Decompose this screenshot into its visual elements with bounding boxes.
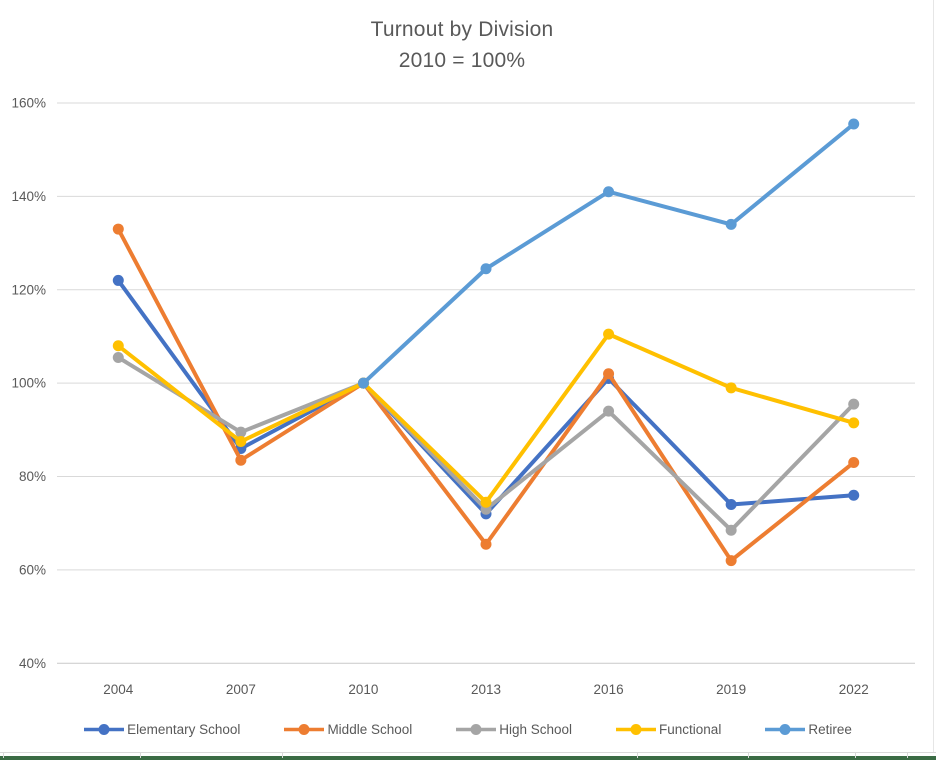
legend-label-functional: Functional — [659, 721, 722, 737]
chart-title-line2: 2010 = 100% — [398, 49, 526, 72]
x-tick-label-2010: 2010 — [348, 682, 378, 697]
data-point-retiree-2016[interactable] — [603, 186, 615, 198]
series-line-retiree[interactable] — [361, 122, 856, 386]
chart-legend[interactable]: Elementary School Middle School High Schoo… — [0, 713, 936, 745]
legend-label-middle-school: Middle School — [327, 721, 413, 737]
x-tick-label-2019: 2019 — [716, 682, 746, 697]
legend-item-retiree[interactable]: Retiree — [765, 722, 852, 737]
series-high-school[interactable] — [112, 351, 860, 536]
legend-marker-dot — [630, 723, 642, 735]
data-point-middle-school-2016[interactable] — [603, 368, 615, 380]
series-line-elementary-school[interactable] — [116, 278, 856, 516]
sheet-cell-separator — [907, 752, 908, 758]
data-point-high-school-2004[interactable] — [112, 351, 124, 363]
legend-label-high-school: High School — [499, 721, 573, 737]
legend-marker-dot — [298, 723, 310, 735]
legend-marker-elementary-school — [84, 723, 125, 735]
sheet-gridline-vertical — [933, 0, 934, 752]
data-point-middle-school-2019[interactable] — [725, 555, 737, 567]
legend-item-middle-school[interactable]: Middle School — [284, 722, 412, 737]
data-point-high-school-2016[interactable] — [603, 405, 615, 417]
legend-marker-dot — [779, 723, 791, 735]
data-point-retiree-2019[interactable] — [725, 218, 737, 230]
legend-marker-middle-school — [284, 723, 325, 735]
gridlines — [57, 102, 915, 664]
x-axis-tick-labels: 2004 2007 2010 2013 2016 2019 2022 — [103, 682, 868, 697]
legend-item-elementary-school[interactable]: Elementary School — [84, 722, 240, 737]
data-point-functional-2004[interactable] — [112, 340, 124, 352]
y-tick-label-40%: 40% — [19, 656, 46, 671]
data-point-functional-2019[interactable] — [725, 382, 737, 394]
x-tick-label-2004: 2004 — [103, 682, 134, 697]
y-tick-label-160%: 160% — [11, 96, 46, 111]
sheet-cell-separator — [637, 752, 638, 758]
data-point-elementary-school-2022[interactable] — [848, 489, 860, 501]
y-tick-label-140%: 140% — [11, 189, 46, 204]
data-point-retiree-2010[interactable] — [357, 377, 369, 389]
data-point-middle-school-2022[interactable] — [848, 457, 860, 469]
y-tick-label-80%: 80% — [19, 469, 46, 484]
y-tick-label-120%: 120% — [11, 282, 46, 297]
data-point-elementary-school-2019[interactable] — [725, 499, 737, 511]
x-tick-label-2007: 2007 — [226, 682, 256, 697]
data-point-retiree-2013[interactable] — [480, 263, 492, 275]
x-tick-label-2022: 2022 — [839, 682, 869, 697]
sheet-gridline-horizontal — [0, 752, 936, 753]
series-functional[interactable] — [112, 328, 860, 508]
data-point-high-school-2019[interactable] — [725, 524, 737, 536]
y-axis-tick-labels: 40% 60% 80% 100% 120% 140% 160% — [11, 96, 46, 671]
x-tick-label-2016: 2016 — [594, 682, 624, 697]
legend-label-elementary-school: Elementary School — [127, 721, 241, 737]
x-tick-label-2013: 2013 — [471, 682, 501, 697]
legend-marker-retiree — [765, 723, 806, 735]
data-point-retiree-2022[interactable] — [848, 118, 860, 130]
legend-marker-functional — [616, 723, 657, 735]
sheet-cell-separator — [140, 752, 141, 758]
y-tick-label-100%: 100% — [11, 376, 46, 391]
legend-item-high-school[interactable]: High School — [456, 722, 572, 737]
legend-label-retiree: Retiree — [808, 721, 852, 737]
chart-title[interactable]: Turnout by Division 2010 = 100% — [0, 14, 924, 76]
data-point-functional-2022[interactable] — [848, 417, 860, 429]
sheet-green-row[interactable] — [0, 756, 936, 760]
data-point-middle-school-2013[interactable] — [480, 538, 492, 550]
data-point-functional-2016[interactable] — [603, 328, 615, 340]
data-point-middle-school-2007[interactable] — [235, 454, 247, 466]
series-retiree[interactable] — [357, 118, 860, 389]
sheet-cell-separator — [3, 752, 4, 758]
sheet-cell-separator — [855, 752, 856, 758]
y-tick-label-60%: 60% — [19, 562, 46, 577]
data-point-high-school-2022[interactable] — [848, 398, 860, 410]
data-point-elementary-school-2004[interactable] — [112, 274, 124, 286]
data-point-high-school-2007[interactable] — [235, 426, 247, 438]
data-point-middle-school-2004[interactable] — [112, 223, 124, 235]
sheet-cell-separator — [282, 752, 283, 758]
data-point-functional-2013[interactable] — [480, 496, 492, 508]
legend-marker-dot — [470, 723, 482, 735]
series-elementary-school[interactable] — [112, 274, 860, 520]
chart-title-line1: Turnout by Division — [370, 18, 554, 41]
legend-marker-high-school — [456, 723, 497, 735]
legend-marker-dot — [98, 723, 110, 735]
legend-item-functional[interactable]: Functional — [616, 722, 721, 737]
sheet-cell-separator — [748, 752, 749, 758]
data-point-functional-2007[interactable] — [235, 436, 247, 448]
